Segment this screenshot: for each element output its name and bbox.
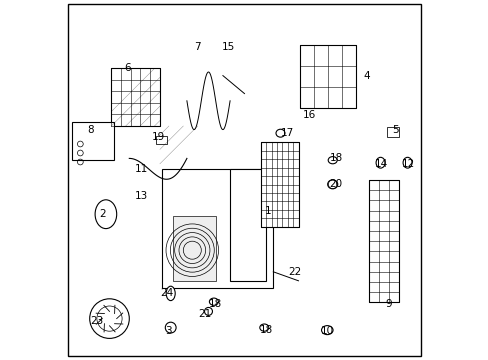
Text: 24: 24 bbox=[160, 288, 173, 298]
Text: 13: 13 bbox=[135, 191, 148, 201]
Text: 15: 15 bbox=[221, 42, 234, 52]
Text: 22: 22 bbox=[288, 267, 301, 277]
Bar bbox=[156, 136, 167, 144]
Text: 2: 2 bbox=[99, 209, 105, 219]
Text: 7: 7 bbox=[194, 42, 201, 52]
Text: 11: 11 bbox=[135, 164, 148, 174]
Text: 23: 23 bbox=[90, 316, 103, 326]
Bar bbox=[72, 122, 114, 160]
Text: 6: 6 bbox=[124, 63, 131, 73]
Ellipse shape bbox=[327, 157, 337, 164]
Bar bbox=[300, 45, 355, 108]
Text: 5: 5 bbox=[391, 125, 398, 135]
Text: 8: 8 bbox=[87, 125, 94, 135]
Text: 9: 9 bbox=[385, 299, 391, 309]
Ellipse shape bbox=[95, 200, 117, 229]
Text: 18: 18 bbox=[329, 153, 342, 163]
Ellipse shape bbox=[204, 307, 212, 315]
Text: 14: 14 bbox=[374, 159, 387, 169]
Text: 12: 12 bbox=[401, 159, 414, 169]
Text: 21: 21 bbox=[198, 309, 211, 319]
Ellipse shape bbox=[321, 325, 332, 335]
Bar bbox=[260, 142, 298, 227]
Ellipse shape bbox=[402, 157, 411, 168]
Bar bbox=[162, 169, 273, 288]
Text: 17: 17 bbox=[281, 128, 294, 138]
Bar bbox=[368, 180, 399, 302]
Bar bbox=[230, 169, 265, 281]
Text: 4: 4 bbox=[363, 71, 369, 81]
Text: 16: 16 bbox=[302, 110, 315, 120]
Ellipse shape bbox=[209, 298, 218, 305]
Text: 3: 3 bbox=[165, 326, 172, 336]
Text: 1: 1 bbox=[264, 206, 271, 216]
Text: 10: 10 bbox=[320, 326, 333, 336]
Text: 20: 20 bbox=[329, 179, 342, 189]
Ellipse shape bbox=[327, 180, 337, 189]
Bar bbox=[111, 68, 160, 126]
Ellipse shape bbox=[375, 157, 384, 168]
Ellipse shape bbox=[259, 324, 268, 331]
Bar bbox=[172, 216, 215, 281]
Bar bbox=[386, 127, 398, 137]
Text: 18: 18 bbox=[259, 325, 272, 336]
Ellipse shape bbox=[166, 286, 175, 301]
Ellipse shape bbox=[275, 129, 285, 137]
Ellipse shape bbox=[165, 322, 176, 333]
Text: 19: 19 bbox=[152, 132, 165, 142]
Text: 18: 18 bbox=[209, 299, 222, 309]
